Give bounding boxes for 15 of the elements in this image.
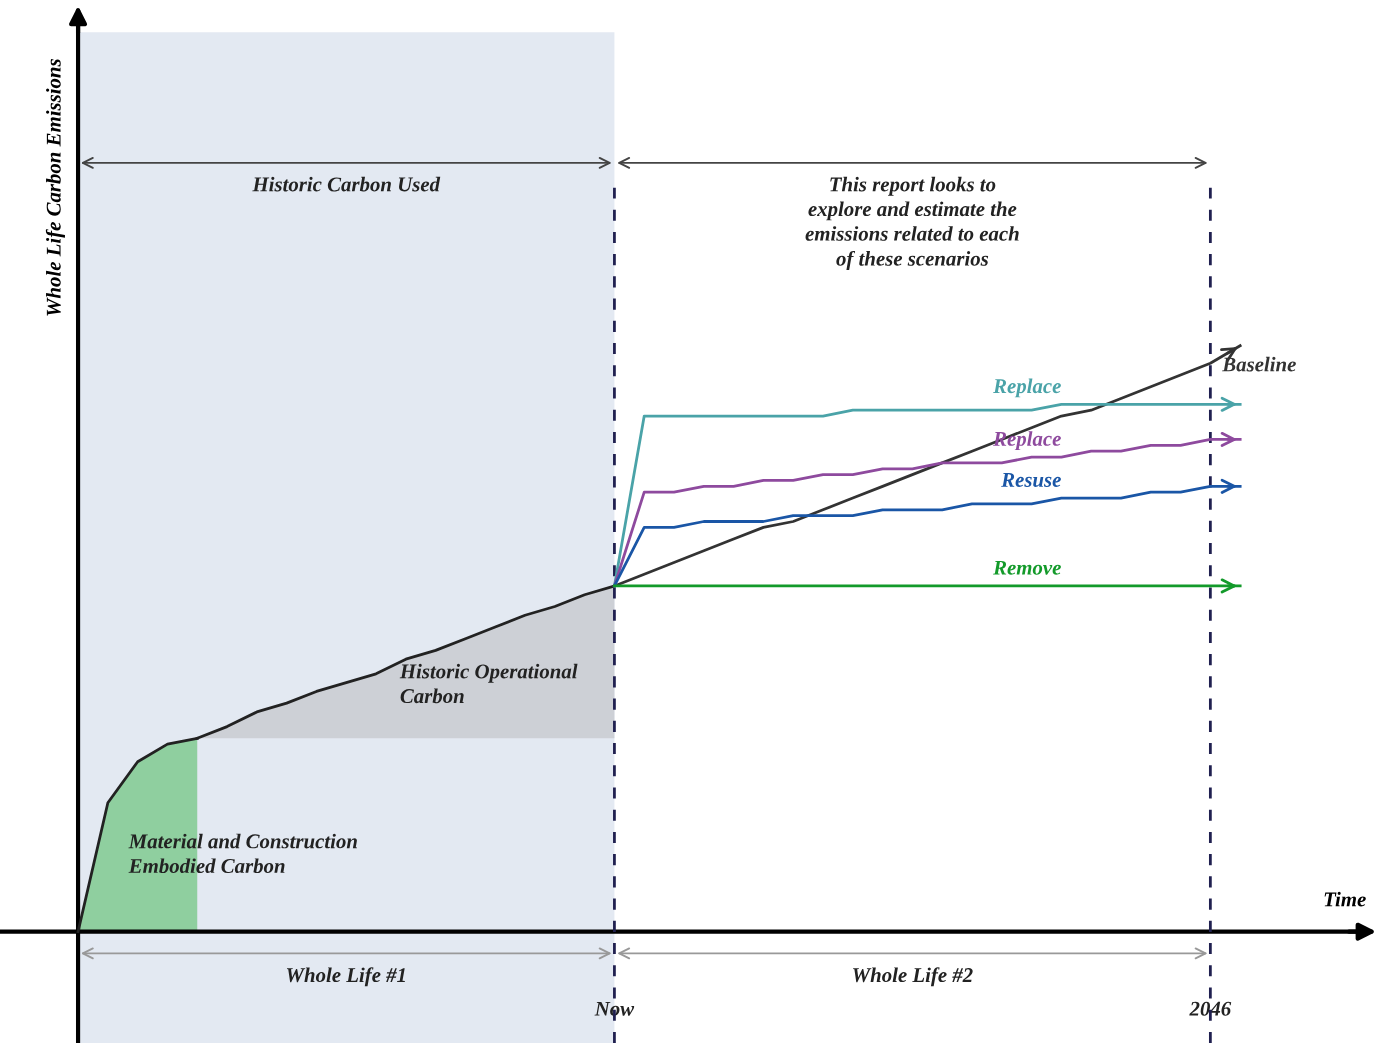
series-label: Remove <box>993 560 1061 575</box>
y-axis-title: Whole Life Carbon Emissions <box>45 59 65 316</box>
series-label: Resuse <box>1001 473 1061 487</box>
x-tick-label: Now <box>594 1001 635 1016</box>
series-label: Replace <box>993 378 1061 398</box>
text: This report looks to explore and estimate the emissions related to each of these scenarios <box>805 176 1019 270</box>
series-label: Replace <box>993 431 1061 451</box>
text: Historic Carbon Used <box>252 176 441 192</box>
annotation: Historic Operational Carbon <box>399 663 578 704</box>
x-axis-title: Time <box>1324 891 1366 907</box>
annotation: Material and Construction Embodied Carbon <box>128 833 357 874</box>
text: Whole Life #1 <box>286 967 405 987</box>
legend-label: Baseline <box>1222 356 1296 372</box>
x-tick-label: 2046 <box>1189 1001 1232 1016</box>
text: Whole Life #2 <box>853 967 973 987</box>
